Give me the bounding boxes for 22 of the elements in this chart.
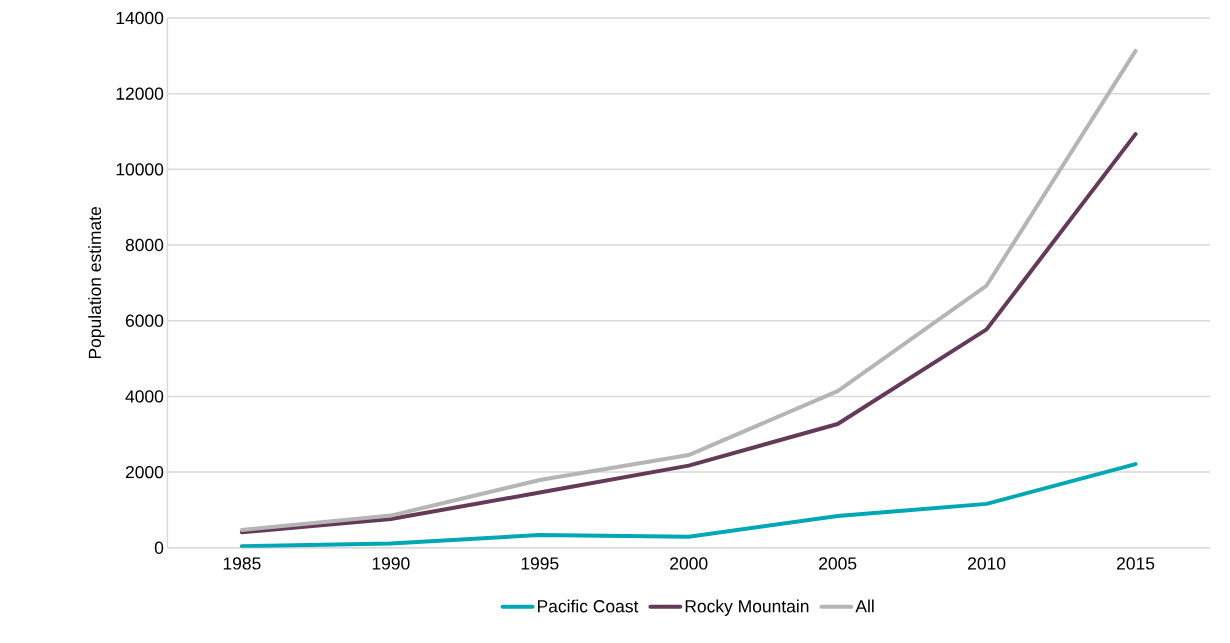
- legend-label: Pacific Coast: [537, 599, 639, 613]
- x-tick-label: 1990: [372, 557, 410, 570]
- y-tick-label: 10000: [116, 163, 164, 176]
- y-tick-label: 4000: [125, 390, 164, 403]
- y-tick-label: 0: [154, 541, 164, 555]
- y-axis-title: Population estimate: [88, 207, 105, 359]
- line-series: [239, 462, 1138, 548]
- line-series: [239, 49, 1138, 533]
- legend-label: All: [855, 599, 874, 613]
- y-tick-label: 12000: [116, 87, 164, 101]
- x-tick-label: 2015: [1117, 557, 1155, 570]
- y-tick-label: 14000: [116, 11, 164, 25]
- y-tick-label: 2000: [125, 466, 164, 479]
- x-tick-label: 2000: [670, 557, 708, 570]
- x-tick-label: 2005: [819, 557, 857, 570]
- line-series: [239, 132, 1138, 535]
- x-tick-label: 1995: [521, 557, 559, 570]
- y-tick-label: 8000: [125, 239, 164, 252]
- y-tick-label: 6000: [125, 314, 164, 328]
- legend-label: Rocky Mountain: [685, 599, 809, 617]
- x-tick-label: 1985: [223, 557, 261, 570]
- x-tick-label: 2010: [968, 557, 1006, 570]
